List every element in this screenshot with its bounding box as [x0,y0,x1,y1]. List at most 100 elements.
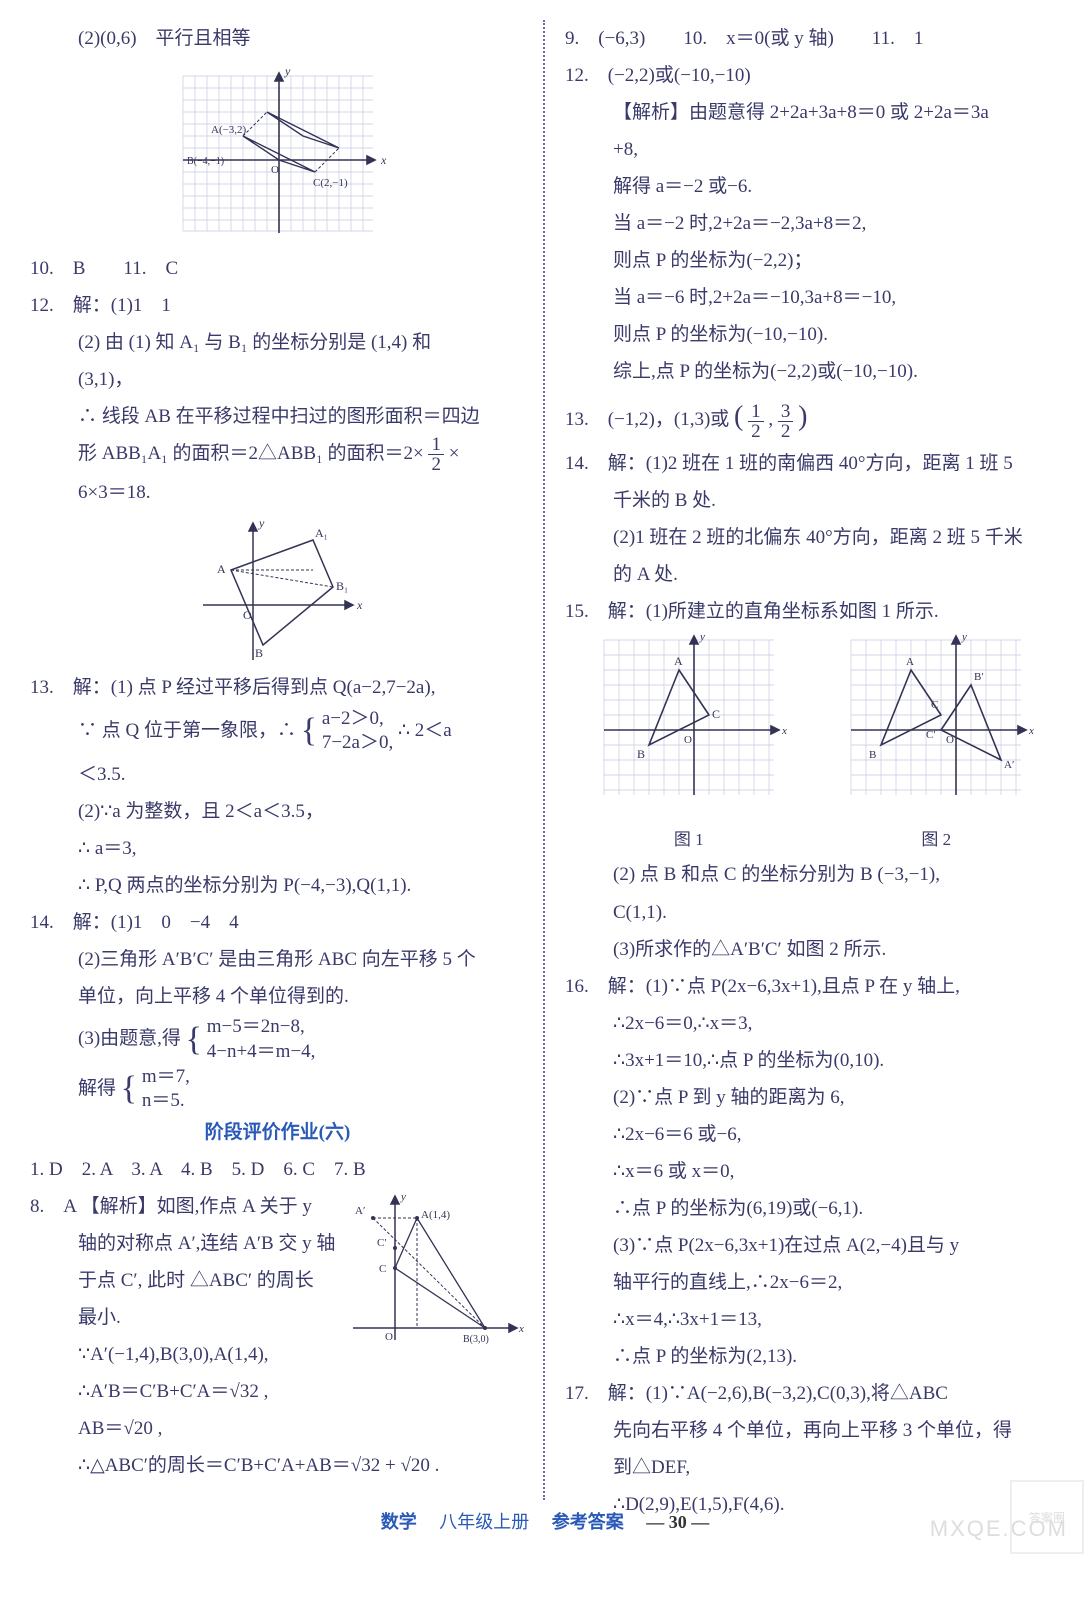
text: ＜3.5. [30,756,525,793]
text: 轴平行的直线上,∴2x−6＝2, [565,1264,1060,1301]
text: 14. 解：(1)1 0 −4 4 [30,904,525,941]
svg-text:B(−4,−1): B(−4,−1) [187,156,224,167]
footer-subject: 数学 [381,1512,417,1532]
text: (3)所求作的△A′B′C′ 如图 2 所示. [565,931,1060,968]
text: C(1,1). [565,894,1060,931]
caption: 图 1 [589,823,789,856]
t: m−5＝2n−8, [207,1015,316,1040]
t: 解得 [78,1078,116,1099]
text: 12. (−2,2)或(−10,−10) [565,57,1060,94]
text: ∴ P,Q 两点的坐标分别为 P(−4,−3),Q(1,1). [30,867,525,904]
text: (2) 由 (1) 知 A₁ 与 B₁ 的坐标分别是 (1,4) 和 [30,324,525,361]
t: 4−n+4＝m−4, [207,1040,316,1065]
frac-num: 1 [428,435,444,455]
text: 则点 P 的坐标为(−10,−10). [565,316,1060,353]
footer-page: — 30 — [646,1512,709,1532]
svg-text:A₁: A₁ [315,526,328,540]
text: ∴x＝6 或 x＝0, [565,1153,1060,1190]
column-divider [543,20,547,1500]
svg-text:C(2,−1): C(2,−1) [313,177,348,189]
text: (3,1)， [30,361,525,398]
svg-text:A: A [674,654,683,668]
section-title: 阶段评价作业(六) [30,1114,525,1151]
svg-text:O: O [684,734,692,746]
text: ∴2x−6＝6 或−6, [565,1116,1060,1153]
text: ∴A′B＝C′B+C′A＝√32 , [30,1373,525,1410]
text: ∴点 P 的坐标为(6,19)或(−6,1). [565,1190,1060,1227]
text: 综上,点 P 的坐标为(−2,2)或(−10,−10). [565,353,1060,390]
text: 15. 解：(1)所建立的直角坐标系如图 1 所示. [565,593,1060,630]
frac-num: 1 [748,402,764,422]
text: 到△DEF, [565,1449,1060,1486]
svg-text:C: C [712,707,720,721]
text: ∴3x+1＝10,∴点 P 的坐标为(0,10). [565,1042,1060,1079]
text: 则点 P 的坐标为(−2,2)； [565,242,1060,279]
text: 13. 解：(1) 点 P 经过平移后得到点 Q(a−2,7−2a), [30,669,525,706]
svg-text:A: A [217,562,226,576]
figure-grid-1: x y O A B C [589,630,789,810]
t: a−2＞0, [322,707,393,732]
svg-text:x: x [518,1323,524,1335]
caption: 图 2 [836,823,1036,856]
text: 9. (−6,3) 10. x＝0(或 y 轴) 11. 1 [565,20,1060,57]
text: 【解析】由题意得 2+2a+3a+8＝0 或 2+2a＝3a [565,94,1060,131]
text: ∴△ABC′的周长＝C′B+C′A+AB＝√32 + √20 . [30,1447,525,1484]
frac-den: 2 [778,422,794,441]
figure-grid-2: x y O A B C B′ A′ C′ [836,630,1036,810]
frac-den: 2 [748,422,764,441]
svg-text:x: x [380,153,387,167]
text: 单位，向上平移 4 个单位得到的. [30,978,525,1015]
figure-pair: x y O A B C 图 1 x y O A B C [565,630,1060,856]
t: (3)由题意,得 [78,1028,181,1049]
text: 形 ABB₁A₁ 的面积＝2△ABB₁ 的面积＝2× 1 2 × [30,435,525,474]
text: (2)∵a 为整数，且 2＜a＜3.5， [30,793,525,830]
text: +8, [565,131,1060,168]
t: ∵ 点 Q 位于第一象限，∴ [78,720,296,741]
t: , [768,409,773,430]
text: 先向右平移 4 个单位，再向上平移 3 个单位，得 [565,1412,1060,1449]
left-column: (2)(0,6) 平行且相等 grid x y O A(−3,2) C(2,−1… [30,20,539,1500]
text: 千米的 B 处. [565,482,1060,519]
svg-text:O: O [271,164,279,176]
text: 解得 a＝−2 或−6. [565,168,1060,205]
text: 当 a＝−2 时,2+2a＝−2,3a+8＝2, [565,205,1060,242]
frac-den: 2 [428,455,444,474]
frac-num: 3 [778,402,794,422]
svg-text:B: B [637,747,645,761]
text: ∵ 点 Q 位于第一象限，∴ { a−2＞0, 7−2a＞0, ∴ 2＜a [30,707,525,756]
svg-text:A(1,4): A(1,4) [421,1209,450,1221]
t: m＝7, [142,1065,190,1090]
t: n＝5. [142,1089,190,1114]
text: ∴2x−6＝0,∴x＝3, [565,1005,1060,1042]
svg-text:C′: C′ [926,729,936,741]
right-column: 9. (−6,3) 10. x＝0(或 y 轴) 11. 1 12. (−2,2… [551,20,1060,1500]
figure-reflection: x y O A(1,4) A′ B(3,0) C′ C [345,1188,525,1348]
stamp-icon: 答案圈 [1010,1480,1084,1554]
text: ∴点 P 的坐标为(2,13). [565,1338,1060,1375]
svg-text:B: B [869,749,876,761]
text: (2)1 班在 2 班的北偏东 40°方向，距离 2 班 5 千米 [565,519,1060,556]
svg-text:B′: B′ [974,671,984,683]
text: 12. 解：(1)1 1 [30,287,525,324]
t: 7−2a＞0, [322,731,393,756]
svg-text:C: C [931,699,938,711]
text: ∴ 线段 AB 在平移过程中扫过的图形面积＝四边 [30,398,525,435]
t: 13. (−1,2)，(1,3)或 [565,409,729,430]
svg-text:x: x [781,725,787,737]
text: 当 a＝−6 时,2+2a＝−10,3a+8＝−10, [565,279,1060,316]
svg-text:B: B [255,646,263,660]
text: (3)∵点 P(2x−6,3x+1)在过点 A(2,−4)且与 y [565,1227,1060,1264]
text: 10. B 11. C [30,250,525,287]
text: (2)三角形 A′B′C′ 是由三角形 ABC 向左平移 5 个 [30,941,525,978]
svg-text:y: y [699,631,705,643]
text: ∴ a＝3, [30,830,525,867]
text: (2)∵点 P 到 y 轴的距离为 6, [565,1079,1060,1116]
svg-text:x: x [356,598,363,612]
svg-text:C′: C′ [377,1237,387,1249]
text: 16. 解：(1)∵点 P(2x−6,3x+1),且点 P 在 y 轴上, [565,968,1060,1005]
svg-text:B₁: B₁ [336,579,348,593]
text: 17. 解：(1)∵A(−2,6),B(−3,2),C(0,3),将△ABC [565,1375,1060,1412]
text: ∴x＝4,∴3x+1＝13, [565,1301,1060,1338]
text: (2)(0,6) 平行且相等 [30,20,525,57]
text: 的 A 处. [565,556,1060,593]
